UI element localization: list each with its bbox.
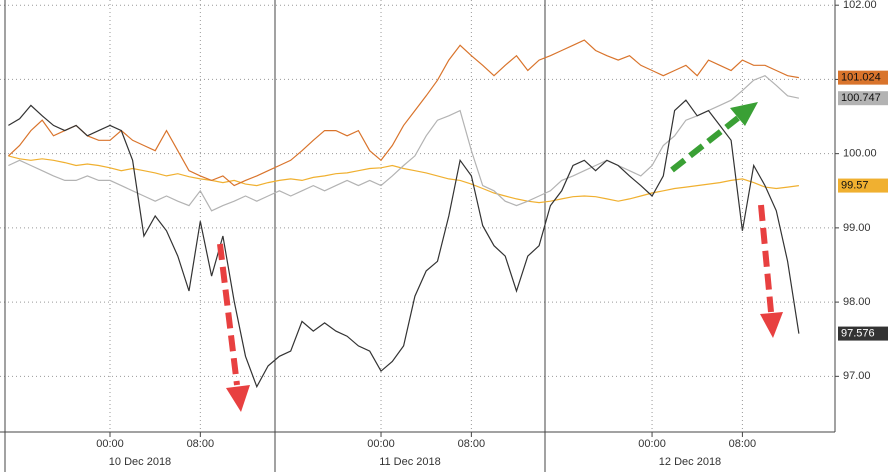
date-label: 11 Dec 2018 [379, 456, 441, 468]
series-line [8, 155, 799, 204]
arrow-head [226, 385, 250, 412]
arrow-head [760, 312, 783, 338]
series-line [7, 39, 799, 187]
x-tick-label: 08:00 [458, 438, 486, 450]
date-label: 12 Dec 2018 [659, 456, 721, 468]
arrow-head [730, 102, 758, 126]
x-tick-label: 08:00 [729, 438, 757, 450]
date-label: 10 Dec 2018 [109, 456, 171, 468]
arrow-shaft [217, 243, 240, 386]
annotation-arrows [217, 102, 783, 412]
x-tick-label: 00:00 [638, 438, 666, 450]
last-value-label: 99.57 [841, 179, 869, 191]
last-value-tag [838, 70, 888, 85]
x-tick-label: 08:00 [187, 438, 215, 450]
last-value-tag [838, 91, 888, 106]
last-value-label: 97.576 [841, 327, 875, 339]
series-line [8, 75, 800, 212]
last-value-tag [838, 326, 888, 341]
arrow-shaft [670, 115, 740, 173]
x-tick-label: 00:00 [96, 438, 124, 450]
y-tick-label: 100.00 [843, 148, 877, 160]
last-value-label: 100.747 [841, 92, 881, 104]
last-value-label: 101.024 [841, 72, 881, 84]
y-tick-label: 102.00 [843, 0, 877, 11]
arrow-shaft [758, 204, 774, 313]
y-tick-label: 99.00 [843, 222, 871, 234]
y-tick-label: 98.00 [843, 296, 871, 308]
x-tick-label: 00:00 [367, 438, 395, 450]
series-line [8, 99, 800, 389]
last-value-tag [838, 178, 888, 193]
y-tick-label: 97.00 [843, 370, 871, 382]
